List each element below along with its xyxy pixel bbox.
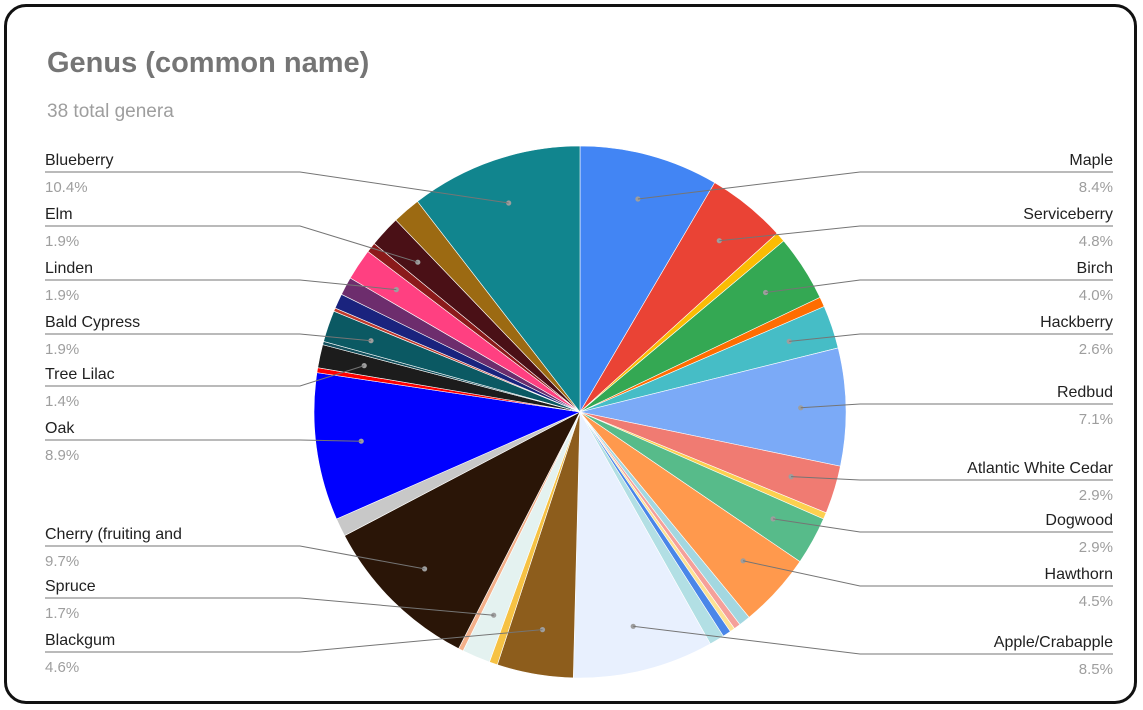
- slice-label: Dogwood: [1045, 512, 1113, 529]
- slice-percent: 8.5%: [1079, 661, 1113, 678]
- slice-label: Redbud: [1057, 384, 1113, 401]
- slice-label: Tree Lilac: [45, 366, 115, 383]
- leader-line: [773, 518, 1113, 533]
- leader-line: [45, 333, 372, 342]
- slice-label: Hawthorn: [1045, 566, 1113, 583]
- chart-title: Genus (common name): [47, 47, 370, 79]
- pie-slice-apple-crabapple: [572, 410, 711, 679]
- pie-slices: [313, 145, 847, 679]
- leader-line: [45, 365, 365, 387]
- slice-label: Bald Cypress: [45, 314, 140, 331]
- slice-percent: 4.6%: [45, 659, 79, 676]
- leader-line: [45, 225, 418, 263]
- leader-lines: [45, 171, 1113, 655]
- slice-label: Hackberry: [1040, 314, 1113, 331]
- slice-percent: 1.4%: [45, 393, 79, 410]
- slice-percent: 7.1%: [1079, 411, 1113, 428]
- slice-percent: 1.9%: [45, 341, 79, 358]
- slice-label: Maple: [1069, 152, 1113, 169]
- chart-subtitle: 38 total genera: [47, 101, 174, 122]
- leader-line: [45, 279, 397, 291]
- slice-label: Oak: [45, 420, 75, 437]
- leader-line: [45, 597, 494, 616]
- slice-label: Cherry (fruiting and: [45, 526, 182, 543]
- slice-label: Blackgum: [45, 632, 115, 649]
- slice-label: Atlantic White Cedar: [967, 460, 1114, 477]
- leader-line: [45, 545, 425, 570]
- slice-percent: 2.9%: [1079, 487, 1113, 504]
- slice-percent: 4.0%: [1079, 287, 1113, 304]
- slice-label: Apple/Crabapple: [994, 634, 1113, 651]
- slice-percent: 2.6%: [1079, 341, 1113, 358]
- slice-percent: 4.8%: [1079, 233, 1113, 250]
- slice-label: Elm: [45, 206, 73, 223]
- leader-line: [789, 333, 1113, 342]
- slice-percent: 1.9%: [45, 287, 79, 304]
- slice-label: Birch: [1077, 260, 1113, 277]
- leader-line: [719, 225, 1113, 242]
- leader-line: [633, 625, 1113, 655]
- slice-percent: 8.9%: [45, 447, 79, 464]
- leader-dot: [491, 612, 497, 618]
- pie-slice-redbud: [579, 347, 847, 467]
- pie-slice-blueberry: [417, 145, 581, 413]
- slice-percent: 10.4%: [45, 179, 88, 196]
- leader-line: [800, 403, 1113, 409]
- leader-line: [765, 279, 1113, 293]
- slice-label: Linden: [45, 260, 93, 277]
- leader-line: [45, 171, 509, 204]
- slice-labels: Maple 8.4% Serviceberry 4.8% Birch 4.0% Hackbe…: [45, 152, 1114, 678]
- leader-line: [45, 439, 362, 442]
- slice-percent: 4.5%: [1079, 593, 1113, 610]
- leader-line: [791, 476, 1113, 481]
- leader-line: [742, 560, 1113, 587]
- slice-percent: 2.9%: [1079, 539, 1113, 556]
- leader-line: [45, 629, 543, 653]
- slice-percent: 9.7%: [45, 553, 79, 570]
- slice-label: Blueberry: [45, 152, 113, 169]
- slice-label: Serviceberry: [1023, 206, 1113, 223]
- slice-percent: 8.4%: [1079, 179, 1113, 196]
- slice-label: Spruce: [45, 578, 96, 595]
- leader-line: [637, 171, 1113, 200]
- pie-slice-maple: [579, 145, 716, 414]
- slice-percent: 1.9%: [45, 233, 79, 250]
- slice-percent: 1.7%: [45, 605, 79, 622]
- pie-slice-cherry-fruiting-and: [344, 411, 581, 650]
